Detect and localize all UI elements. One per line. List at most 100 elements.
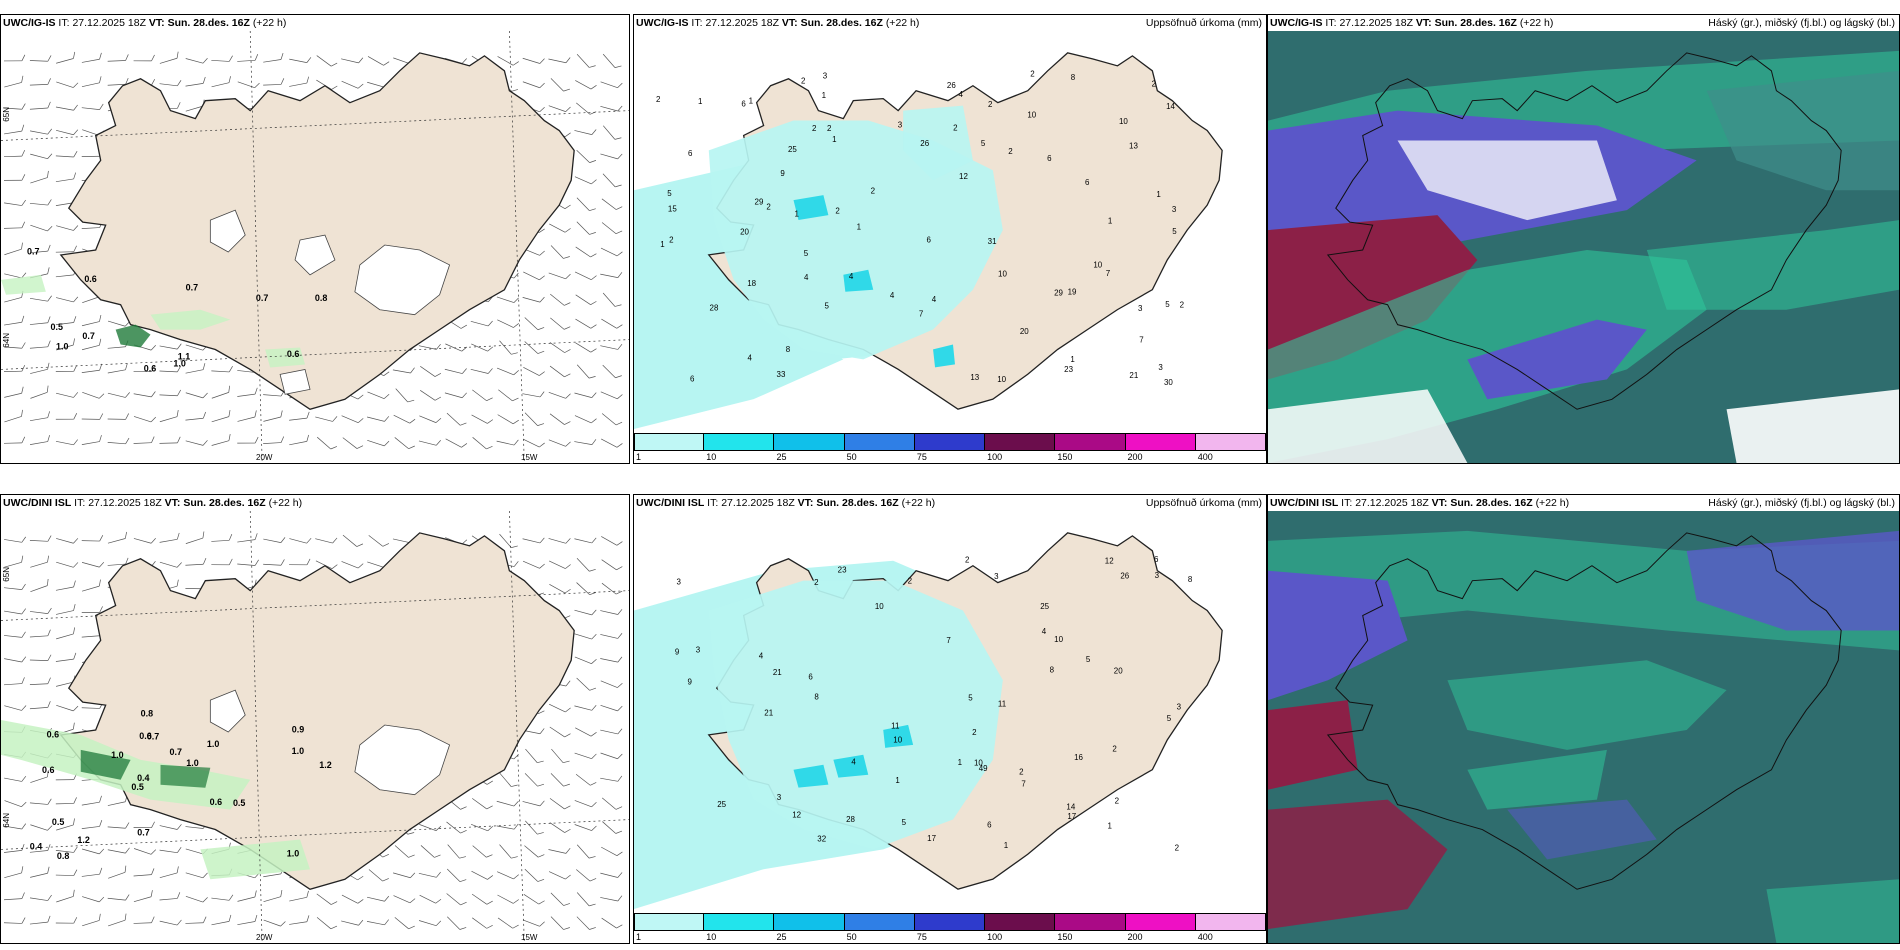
wind-barb bbox=[471, 414, 494, 424]
wind-barb bbox=[133, 890, 153, 903]
value-label: 8 bbox=[814, 693, 819, 702]
wind-barb bbox=[550, 78, 570, 92]
wind-barb bbox=[600, 247, 623, 257]
value-label: 16 bbox=[1074, 753, 1083, 762]
value-label: 1 bbox=[698, 97, 703, 106]
wind-barb bbox=[4, 199, 26, 206]
value-label: 7 bbox=[1106, 269, 1111, 278]
value-label: 2 bbox=[814, 578, 819, 587]
panel-field-title: Uppsöfnuð úrkoma (mm) bbox=[1145, 497, 1262, 509]
wind-barb bbox=[56, 538, 79, 544]
wind-barb bbox=[574, 656, 597, 665]
value-label: 5 bbox=[1165, 300, 1170, 309]
wind-value-label: 0.8 bbox=[141, 708, 153, 718]
wind-barb bbox=[4, 272, 27, 279]
value-label: 13 bbox=[970, 373, 979, 382]
value-label: 14 bbox=[1066, 803, 1075, 812]
colorbar-swatch bbox=[774, 433, 845, 451]
wind-barb bbox=[602, 821, 623, 834]
wind-barb bbox=[185, 557, 207, 566]
wind-barb bbox=[107, 822, 130, 829]
value-label: 19 bbox=[1068, 287, 1077, 296]
value-label: 1 bbox=[1070, 355, 1075, 364]
wind-barb bbox=[263, 919, 286, 927]
colorbar-label: 25 bbox=[776, 452, 787, 462]
wind-barb bbox=[81, 76, 102, 88]
colorbar-frame bbox=[634, 433, 1266, 451]
wind-barb bbox=[4, 409, 23, 423]
lat-label-64n: 64N bbox=[2, 333, 11, 348]
wind-barb bbox=[55, 245, 77, 253]
wind-barb bbox=[498, 389, 519, 402]
wind-barb bbox=[315, 537, 338, 544]
wind-value-label: 1.0 bbox=[56, 342, 68, 352]
wind-barb bbox=[601, 222, 623, 235]
value-label: 5 bbox=[1172, 227, 1177, 236]
wind-barb bbox=[237, 410, 257, 422]
wind-barb bbox=[81, 314, 102, 327]
colorbar-label: 200 bbox=[1127, 452, 1143, 462]
wind-barb bbox=[419, 390, 442, 401]
wind-barb bbox=[56, 129, 79, 136]
wind-barb bbox=[55, 846, 78, 853]
colorbar-swatch bbox=[1055, 433, 1126, 451]
wind-barb bbox=[600, 704, 623, 712]
value-label: 8 bbox=[1050, 666, 1055, 675]
wind-barb bbox=[447, 844, 466, 859]
wind-barb bbox=[29, 607, 52, 614]
wind-barb bbox=[601, 797, 623, 810]
value-label: 21 bbox=[764, 709, 773, 718]
wind-barb bbox=[470, 823, 494, 832]
wind-barb bbox=[29, 844, 51, 853]
value-label: 3 bbox=[1158, 363, 1163, 372]
iceland-land bbox=[59, 52, 575, 410]
wind-barb bbox=[133, 868, 155, 877]
colorbar-frame bbox=[634, 913, 1266, 931]
wind-barb bbox=[576, 677, 597, 691]
wind-barb bbox=[548, 439, 571, 447]
colorbar-label: 25 bbox=[776, 932, 787, 942]
wind-barb bbox=[600, 153, 623, 160]
value-label: 2 bbox=[1115, 797, 1120, 806]
value-label: 8 bbox=[1188, 575, 1193, 584]
wind-barb bbox=[499, 340, 518, 355]
wind-barb bbox=[29, 411, 50, 422]
wind-barb bbox=[446, 868, 467, 882]
value-label: 12 bbox=[792, 811, 801, 820]
panel-wind-top: UWC/IG-IS IT: 27.12.2025 18Z VT: Sun. 28… bbox=[0, 14, 630, 464]
wind-barb bbox=[496, 800, 519, 807]
value-label: 7 bbox=[946, 636, 951, 645]
wind-barb bbox=[394, 917, 415, 930]
colorbar-swatch bbox=[704, 433, 775, 451]
value-label: 26 bbox=[1120, 572, 1129, 581]
value-label: 2 bbox=[669, 235, 674, 244]
wind-barb bbox=[601, 846, 623, 857]
wind-barb bbox=[574, 271, 597, 281]
wind-barb bbox=[550, 773, 570, 787]
wind-barb bbox=[263, 410, 283, 422]
wind-barb bbox=[3, 149, 26, 158]
wind-barb bbox=[55, 797, 77, 805]
wind-barb bbox=[29, 55, 52, 62]
panel-cloud-top: UWC/IG-IS IT: 27.12.2025 18Z VT: Sun. 28… bbox=[1267, 14, 1900, 464]
wind-barb bbox=[574, 537, 597, 544]
value-label: 5 bbox=[981, 139, 986, 148]
wind-barb bbox=[133, 365, 155, 372]
wind-barb bbox=[550, 892, 571, 906]
wind-barb bbox=[56, 818, 75, 831]
wind-barb bbox=[4, 124, 25, 135]
wind-barb bbox=[497, 414, 519, 425]
wind-barb bbox=[107, 795, 128, 806]
value-label: 5 bbox=[968, 694, 973, 703]
wind-barb bbox=[548, 538, 571, 544]
wind-barb bbox=[551, 748, 570, 764]
wind-barb bbox=[289, 57, 312, 63]
colorbar-label: 75 bbox=[916, 452, 927, 462]
wind-barb bbox=[576, 582, 597, 596]
wind-barb bbox=[470, 320, 493, 327]
wind-barb bbox=[185, 411, 206, 421]
value-label: 1 bbox=[794, 209, 799, 218]
wind-barb bbox=[419, 894, 442, 904]
value-label: 1 bbox=[749, 97, 754, 106]
